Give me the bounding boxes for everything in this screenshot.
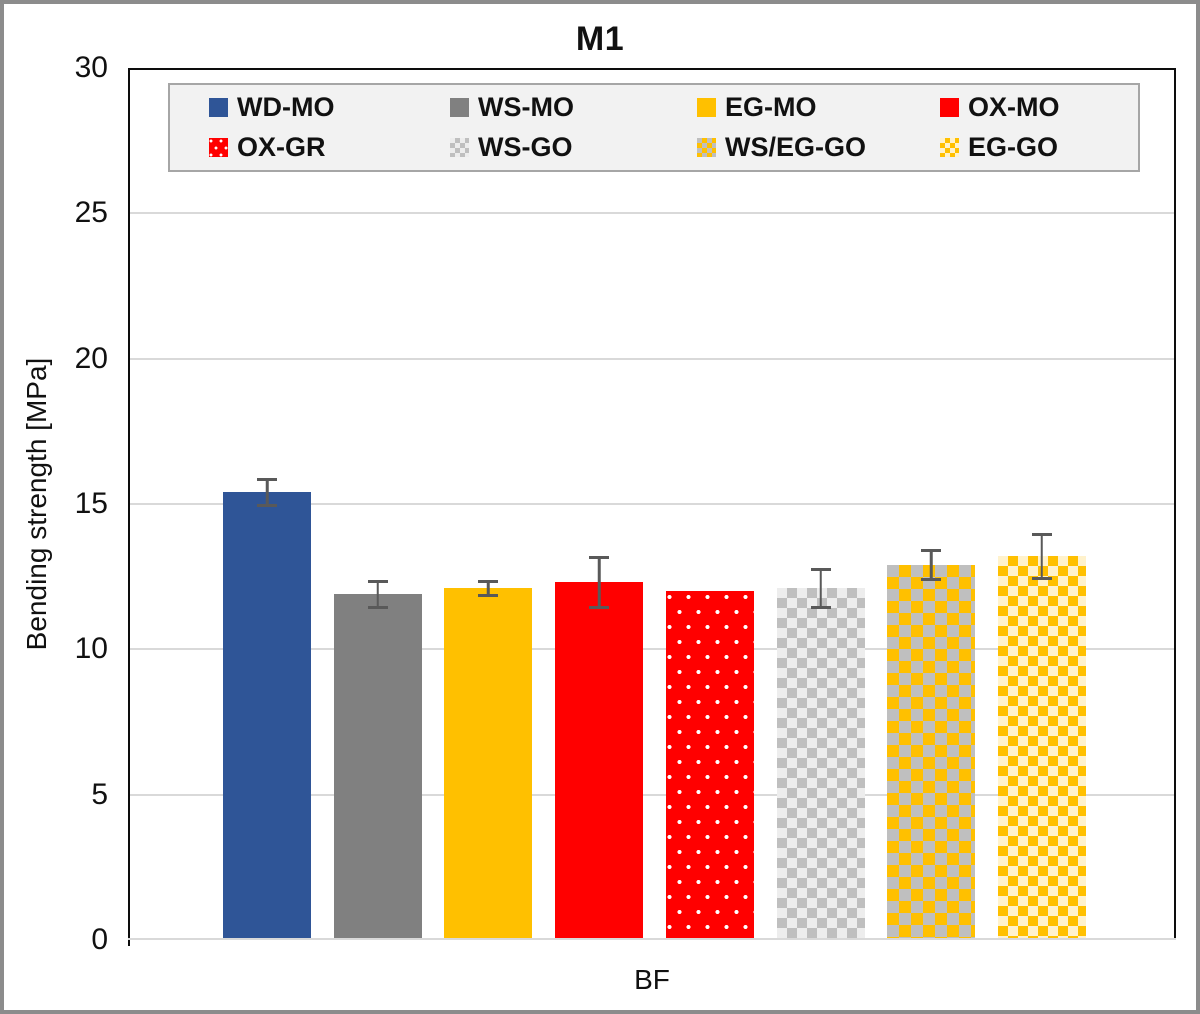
- y-tick-label-10: 10: [74, 632, 108, 666]
- error-bar-cap-bottom: [921, 578, 942, 582]
- error-bar-stem: [930, 549, 933, 582]
- error-bar-cap-top: [478, 579, 499, 583]
- plot-border-right: [1174, 68, 1176, 940]
- error-bar-cap-top: [257, 477, 277, 481]
- bar-WD-MO: [223, 492, 311, 938]
- y-tick-label-0: 0: [91, 923, 108, 956]
- legend-swatch-icon: [940, 138, 959, 158]
- error-bar-cap-top: [589, 556, 610, 560]
- error-bar-cap-top: [921, 549, 942, 553]
- legend-swatch-icon: [697, 97, 716, 117]
- error-bar-EG-MO: [478, 579, 499, 597]
- legend-item-EG-MO: EG-MO: [697, 92, 940, 123]
- error-bar-stem: [487, 579, 490, 597]
- bar-WS/EG-GO: [887, 565, 976, 938]
- gridline-15: [128, 503, 1176, 505]
- legend-item-WS-GO: WS-GO: [450, 132, 697, 163]
- bar-WS-GO: [776, 588, 865, 938]
- bar-EG-GO: [997, 556, 1086, 938]
- legend-label: OX-MO: [968, 91, 1060, 122]
- y-tick-label-25: 25: [74, 196, 108, 230]
- y-tick-label-20: 20: [74, 341, 108, 375]
- error-bar-cap-top: [367, 579, 388, 583]
- legend-swatch-icon: [697, 138, 716, 158]
- error-bar-WS-GO: [810, 567, 831, 609]
- y-axis-line: [128, 68, 130, 946]
- legend-item-OX-GR: OX-GR: [209, 132, 450, 163]
- x-axis-line: [128, 938, 1176, 940]
- error-bar-stem: [376, 579, 379, 609]
- legend-label: EG-GO: [968, 132, 1059, 163]
- legend-label: WS-MO: [478, 91, 574, 122]
- error-bar-OX-MO: [589, 556, 610, 609]
- y-tick-label-30: 30: [74, 51, 108, 84]
- legend: WD-MO WS-MO EG-MO OX-MO OX-GR WS-GO WS/EG-GO EG…: [168, 83, 1140, 172]
- legend-label: OX-GR: [237, 132, 326, 163]
- bar-EG-MO: [444, 588, 533, 938]
- legend-label: WS-GO: [478, 132, 573, 163]
- error-bar-cap-top: [810, 567, 831, 571]
- legend-label: WD-MO: [237, 91, 335, 122]
- bar-OX-GR: [665, 591, 754, 938]
- error-bar-cap-bottom: [810, 605, 831, 609]
- error-bar-stem: [819, 567, 822, 609]
- y-tick-label-15: 15: [74, 487, 108, 520]
- legend-item-WD-MO: WD-MO: [209, 92, 450, 123]
- legend-item-WS/EG-GO: WS/EG-GO: [697, 132, 940, 163]
- legend-item-OX-MO: OX-MO: [940, 92, 1138, 123]
- gridline-25: [128, 212, 1176, 215]
- error-bar-cap-bottom: [589, 605, 610, 609]
- error-bar-WS-MO: [367, 579, 388, 609]
- error-bar-WD-MO: [257, 477, 277, 507]
- legend-swatch-icon: [209, 138, 228, 158]
- error-bar-stem: [1040, 533, 1044, 580]
- legend-swatch-icon: [450, 138, 469, 158]
- legend-swatch-icon: [940, 97, 959, 117]
- plot-border-top: [128, 68, 1176, 70]
- error-bar-cap-bottom: [257, 503, 277, 507]
- legend-swatch-icon: [209, 97, 228, 117]
- chart-title: M1: [575, 20, 625, 58]
- legend-item-EG-GO: EG-GO: [940, 132, 1138, 163]
- gridline-20: [128, 357, 1176, 360]
- error-bar-stem: [265, 477, 269, 507]
- gridline-10: [128, 648, 1176, 651]
- error-bar-EG-GO: [1031, 533, 1052, 580]
- y-tick-label-5: 5: [91, 777, 108, 811]
- legend-label: WS/EG-GO: [725, 132, 866, 163]
- bar-OX-MO: [555, 582, 644, 938]
- error-bar-WS/EG-GO: [921, 549, 942, 582]
- error-bar-cap-bottom: [478, 594, 499, 597]
- error-bar-cap-bottom: [367, 605, 388, 609]
- legend-swatch-icon: [450, 97, 469, 117]
- bar-WS-MO: [333, 594, 422, 938]
- gridline-5: [128, 793, 1176, 796]
- error-bar-cap-bottom: [1031, 576, 1052, 580]
- legend-label: EG-MO: [725, 91, 817, 122]
- error-bar-stem: [597, 556, 601, 609]
- legend-item-WS-MO: WS-MO: [450, 92, 697, 123]
- x-axis-label: BF: [634, 964, 670, 995]
- plot-area: [128, 68, 1176, 946]
- error-bar-cap-top: [1031, 533, 1052, 537]
